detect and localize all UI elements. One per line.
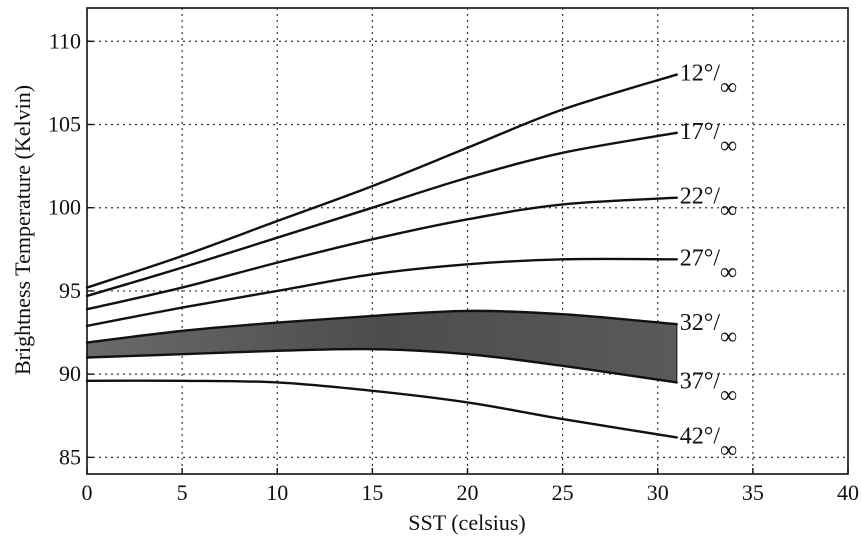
ticks: 0 5 10 15 20 25 30 35 40 85 90 95 100 105 110 (48, 28, 859, 505)
series-label: 27°/∞ (680, 245, 737, 285)
series-label: 22°/∞ (680, 184, 737, 224)
series-line (85, 309, 678, 344)
series-line (85, 131, 678, 298)
x-tick-label: 0 (82, 480, 93, 505)
series-line (85, 196, 678, 311)
y-tick-label: 100 (48, 195, 81, 220)
y-tick-label: 95 (59, 278, 81, 303)
series-label: 42°/∞ (680, 423, 737, 463)
series-line (85, 73, 678, 289)
series-label: 17°/∞ (680, 119, 737, 159)
series-label: 37°/∞ (680, 368, 737, 408)
x-tick-label: 15 (361, 480, 383, 505)
x-tick-label: 30 (647, 480, 669, 505)
x-tick-label: 25 (552, 480, 574, 505)
shaded-band-layer (86, 310, 678, 384)
shaded-band (86, 310, 678, 384)
y-tick-label: 105 (48, 112, 81, 137)
grid (87, 8, 848, 474)
series-label: 32°/∞ (680, 310, 737, 350)
x-tick-label: 20 (457, 480, 479, 505)
series-line (85, 257, 678, 328)
y-tick-label: 90 (59, 361, 81, 386)
x-axis-label: SST (celsius) (408, 510, 526, 535)
x-tick-label: 35 (742, 480, 764, 505)
curve-labels: 12°/∞ 17°/∞ 22°/∞ 27°/∞ 32°/∞ 37°/∞ 42°/∞ (680, 61, 737, 464)
series-line (85, 379, 678, 439)
y-tick-label: 85 (59, 444, 81, 469)
y-tick-label: 110 (49, 28, 81, 53)
series-line (85, 347, 678, 384)
x-tick-label: 5 (177, 480, 188, 505)
series-layer (85, 73, 678, 439)
x-tick-label: 40 (837, 480, 859, 505)
x-tick-label: 10 (266, 480, 288, 505)
y-axis-label: Brightness Temperature (Kelvin) (10, 85, 35, 375)
series-label: 12°/∞ (680, 61, 737, 101)
